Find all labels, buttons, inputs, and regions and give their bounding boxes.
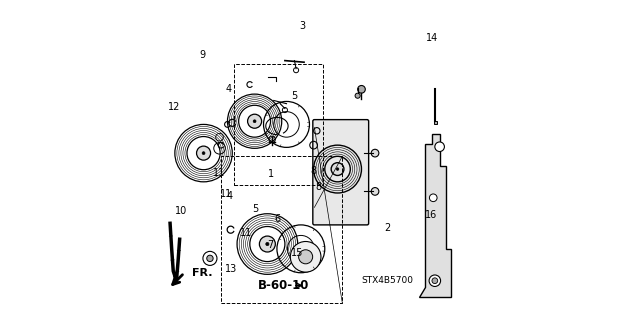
Circle shape xyxy=(207,255,213,262)
Text: B-60-10: B-60-10 xyxy=(258,279,309,292)
Circle shape xyxy=(196,146,211,160)
Text: 13: 13 xyxy=(225,263,237,274)
Text: 16: 16 xyxy=(425,210,437,220)
Text: 1: 1 xyxy=(268,169,274,179)
Text: 8: 8 xyxy=(310,166,317,176)
Circle shape xyxy=(202,152,205,154)
Text: 7: 7 xyxy=(267,240,273,250)
Circle shape xyxy=(371,188,379,195)
Circle shape xyxy=(259,236,275,252)
Circle shape xyxy=(429,194,437,202)
Text: 14: 14 xyxy=(426,33,438,43)
Text: 15: 15 xyxy=(291,248,303,258)
Circle shape xyxy=(355,93,360,98)
Circle shape xyxy=(266,242,269,246)
Text: 11: 11 xyxy=(220,189,232,199)
Text: 11: 11 xyxy=(213,168,226,178)
Circle shape xyxy=(432,278,438,284)
Circle shape xyxy=(331,163,344,175)
FancyBboxPatch shape xyxy=(313,120,369,225)
Circle shape xyxy=(358,85,365,93)
Circle shape xyxy=(435,142,444,152)
Text: 10: 10 xyxy=(175,205,188,216)
Circle shape xyxy=(291,241,321,272)
Circle shape xyxy=(253,120,256,122)
Circle shape xyxy=(248,114,262,128)
Text: 5: 5 xyxy=(291,91,298,101)
Text: 9: 9 xyxy=(199,50,205,60)
Text: 4: 4 xyxy=(227,191,233,201)
Text: 2: 2 xyxy=(384,223,390,233)
Circle shape xyxy=(299,250,313,264)
Bar xyxy=(221,156,342,303)
Text: 5: 5 xyxy=(252,204,258,214)
Text: STX4B5700: STX4B5700 xyxy=(361,276,413,285)
Text: 11: 11 xyxy=(240,228,252,238)
Text: FR.: FR. xyxy=(193,268,213,278)
Polygon shape xyxy=(419,134,451,297)
Text: 8: 8 xyxy=(316,182,321,192)
Circle shape xyxy=(336,168,339,170)
Text: 12: 12 xyxy=(168,102,180,112)
Circle shape xyxy=(371,149,379,157)
FancyBboxPatch shape xyxy=(433,121,437,124)
Text: 4: 4 xyxy=(226,84,232,94)
Text: 3: 3 xyxy=(300,21,305,31)
Circle shape xyxy=(429,275,440,286)
Text: 6: 6 xyxy=(275,213,280,224)
Bar xyxy=(234,64,323,185)
